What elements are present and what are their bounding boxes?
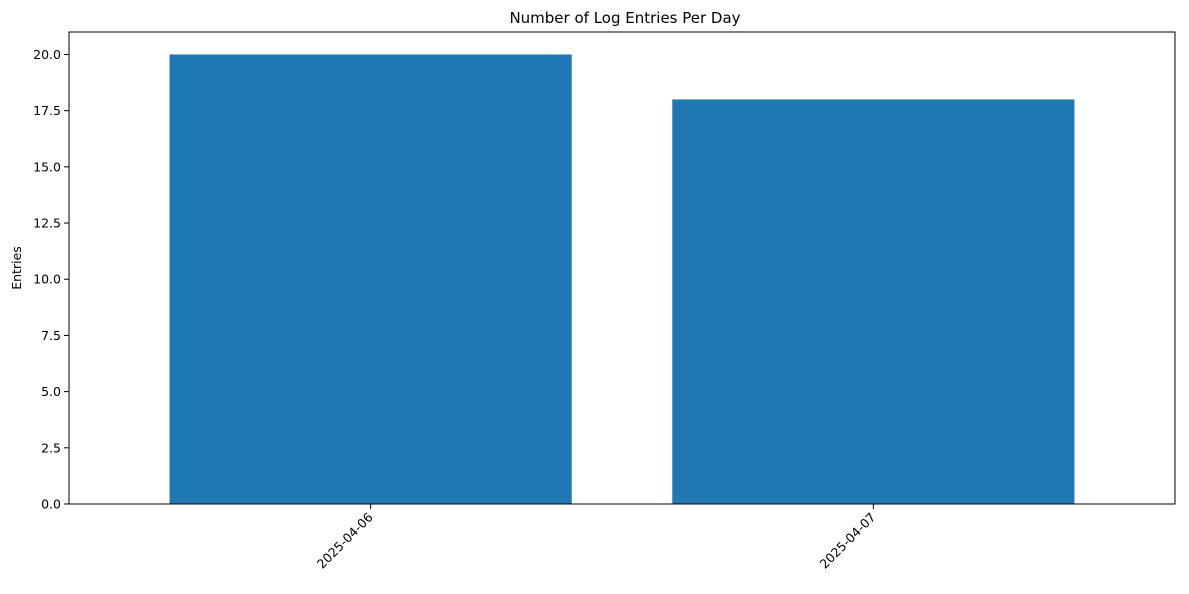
- chart-title: Number of Log Entries Per Day: [509, 9, 740, 27]
- y-axis-ticks: 0.0 2.5 5.0 7.5 10.0 12.5 15.0 17.5 20.0: [33, 47, 69, 512]
- x-tick-label: 2025-04-07: [817, 510, 879, 572]
- bar-2025-04-06: [169, 54, 572, 504]
- bar-2025-04-07: [672, 99, 1075, 504]
- bars-layer: [169, 54, 1075, 504]
- y-tick-label: 2.5: [41, 440, 61, 455]
- y-tick-label: 17.5: [33, 103, 61, 118]
- x-tick-label: 2025-04-06: [314, 509, 376, 571]
- x-axis-ticks: 2025-04-06 2025-04-07: [314, 504, 879, 572]
- y-axis-label: Entries: [9, 246, 24, 290]
- y-tick-label: 5.0: [41, 384, 61, 399]
- y-tick-label: 0.0: [41, 497, 61, 512]
- y-tick-label: 20.0: [33, 47, 61, 62]
- plot-frame: [68, 31, 1176, 505]
- y-tick-label: 15.0: [33, 159, 61, 174]
- y-tick-label: 12.5: [33, 216, 61, 231]
- y-tick-label: 7.5: [41, 328, 61, 343]
- y-tick-label: 10.0: [33, 272, 61, 287]
